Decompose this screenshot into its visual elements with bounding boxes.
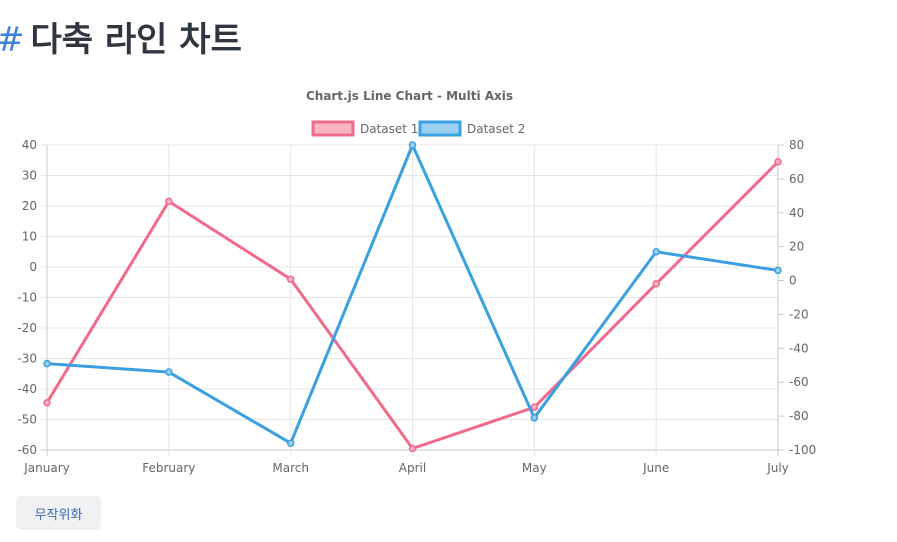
y-right-tick-label: -20 — [789, 307, 809, 321]
legend-label-1: Dataset 1 — [360, 122, 418, 136]
x-tick-label: April — [399, 461, 426, 475]
randomize-button[interactable]: 무작위화 — [16, 496, 101, 530]
y-left-tick-label: 40 — [22, 138, 37, 152]
x-tick-label: February — [142, 461, 195, 475]
series-2-point — [43, 359, 51, 368]
heading-anchor: # — [0, 20, 25, 60]
y-left-tick-label: -60 — [17, 443, 37, 457]
series-1-point — [286, 275, 295, 283]
y-left-tick-label: -50 — [17, 413, 37, 427]
series-1-point — [408, 444, 417, 453]
series-1-point — [774, 158, 782, 166]
x-tick-label: June — [642, 461, 669, 475]
series-2-point — [408, 141, 417, 149]
x-tick-label: July — [766, 461, 789, 475]
series-1-point — [43, 398, 51, 407]
y-right-tick-label: -60 — [789, 375, 809, 389]
y-left-tick-label: 30 — [22, 169, 37, 183]
page-title: #다축 라인 차트 — [0, 18, 242, 62]
series-1-point — [530, 403, 539, 412]
y-right-tick-label: -80 — [789, 409, 809, 423]
y-left-tick-label: -20 — [17, 321, 37, 335]
series-1-point — [652, 280, 660, 288]
x-tick-label: March — [272, 461, 309, 475]
series-2-point — [286, 439, 295, 447]
y-right-tick-label: -100 — [789, 443, 816, 457]
y-left-tick-label: 0 — [29, 260, 37, 274]
series-2-point — [652, 248, 660, 256]
y-right-tick-label: 40 — [789, 206, 804, 220]
multi-axis-line-chart: Chart.js Line Chart - Multi Axis Dataset … — [17, 89, 816, 475]
y-right-tick-label: 60 — [789, 172, 804, 186]
y-left-tick-label: 20 — [22, 199, 37, 213]
x-tick-label: January — [23, 461, 70, 475]
y-right-tick-label: 80 — [789, 138, 804, 152]
legend-swatch-1 — [311, 120, 355, 137]
series-1-point — [165, 197, 173, 206]
y-left-tick-label: -10 — [17, 291, 37, 305]
series-2-point — [774, 266, 782, 275]
page-title-text: 다축 라인 차트 — [30, 20, 242, 60]
y-right-tick-label: 20 — [789, 240, 804, 254]
y-left-tick-label: -30 — [17, 352, 37, 366]
y-left-tick-label: -40 — [17, 382, 37, 396]
y-right-tick-label: 0 — [789, 274, 797, 288]
y-left-tick-label: 10 — [22, 230, 37, 244]
x-tick-label: May — [522, 461, 547, 475]
series-2-point — [165, 368, 173, 376]
chart-title: Chart.js Line Chart - Multi Axis — [306, 89, 513, 103]
series-2-point — [530, 414, 539, 422]
legend-swatch-2 — [418, 120, 462, 137]
y-right-tick-label: -40 — [789, 341, 809, 355]
legend-label-2: Dataset 2 — [467, 122, 525, 136]
